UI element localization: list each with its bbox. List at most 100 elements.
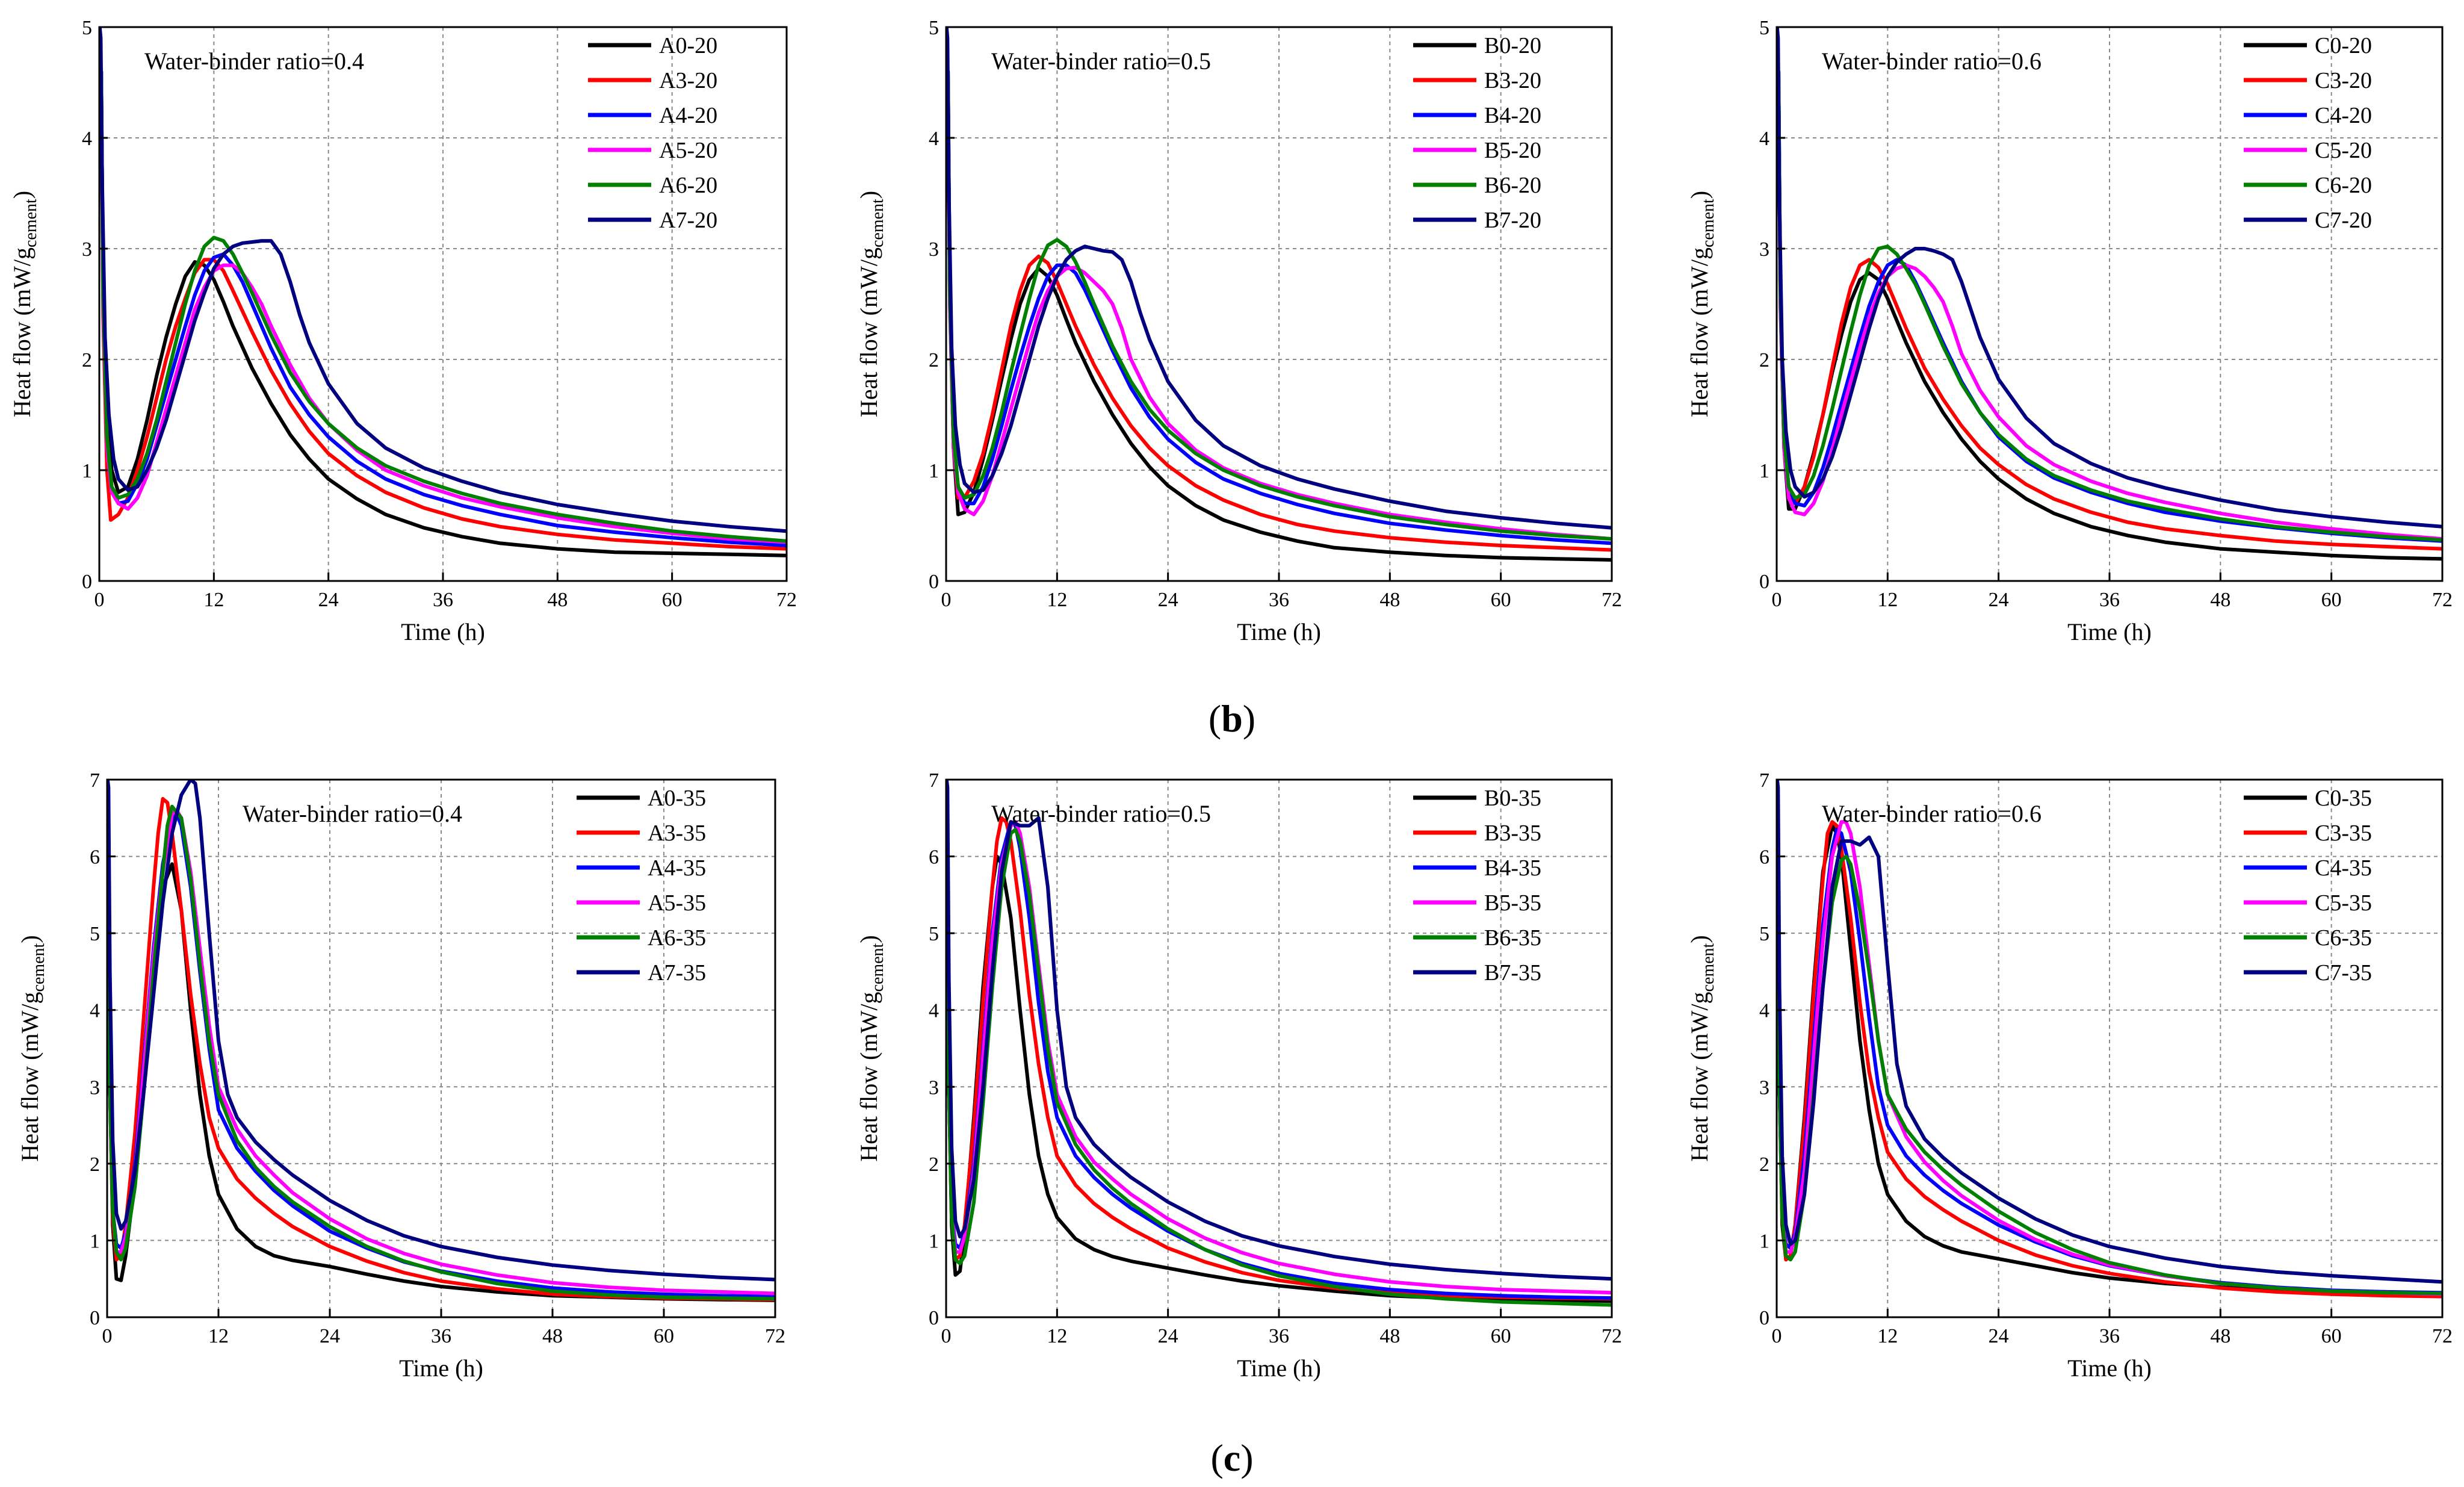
y-tick-label: 6 xyxy=(90,846,100,869)
x-axis-label: Time (h) xyxy=(399,1355,483,1382)
series-group xyxy=(946,780,1612,1307)
legend-label: A7-35 xyxy=(648,960,706,986)
series-line-A5-20 xyxy=(99,81,787,544)
series-line-C7-35 xyxy=(1777,780,2442,1284)
y-axis-label: Heat flow (mW/gcement) xyxy=(855,935,887,1161)
y-tick-label: 0 xyxy=(82,571,92,593)
y-tick-label: 1 xyxy=(82,460,92,482)
legend-label: B3-35 xyxy=(1484,821,1541,846)
y-tick-label: 1 xyxy=(90,1230,100,1252)
legend-label: C5-20 xyxy=(2315,138,2372,163)
series-line-B5-20 xyxy=(946,81,1612,541)
series-line-B4-20 xyxy=(946,69,1612,545)
series-group xyxy=(1777,780,2442,1299)
legend-label: C0-20 xyxy=(2315,33,2372,58)
x-tick-label: 72 xyxy=(1602,1325,1622,1347)
y-tick-label: 0 xyxy=(929,1307,939,1329)
legend-label: B0-20 xyxy=(1484,33,1541,58)
y-tick-label: 4 xyxy=(929,128,939,150)
y-tick-label: 6 xyxy=(1759,846,1769,869)
x-tick-label: 36 xyxy=(2099,589,2120,611)
x-tick-label: 24 xyxy=(1158,1325,1178,1347)
series-group xyxy=(1777,27,2442,561)
y-tick-label: 4 xyxy=(82,128,92,150)
x-axis-label: Time (h) xyxy=(1237,618,1321,645)
x-tick-label: 48 xyxy=(1379,1325,1400,1347)
y-tick-label: 5 xyxy=(929,923,939,945)
x-tick-label: 24 xyxy=(320,1325,340,1347)
legend-label: B7-35 xyxy=(1484,960,1541,986)
x-tick-label: 36 xyxy=(2099,1325,2120,1347)
y-tick-label: 5 xyxy=(82,17,92,39)
series-line-C6-20 xyxy=(1777,69,2442,542)
legend-label: B3-20 xyxy=(1484,68,1541,93)
y-axis-label: Heat flow (mW/gcement) xyxy=(16,935,48,1161)
x-axis-label: Time (h) xyxy=(2067,618,2152,645)
x-tick-label: 48 xyxy=(2210,1325,2230,1347)
series-line-A0-20 xyxy=(99,69,787,557)
x-tick-label: 60 xyxy=(662,589,683,611)
x-tick-label: 12 xyxy=(1877,1325,1898,1347)
series-group xyxy=(946,27,1612,562)
x-tick-label: 12 xyxy=(1047,589,1067,611)
legend-label: C6-20 xyxy=(2315,173,2372,198)
y-axis-label: Heat flow (mW/gcement) xyxy=(855,191,887,417)
y-tick-label: 3 xyxy=(1759,238,1769,261)
x-tick-label: 24 xyxy=(1989,589,2009,611)
y-tick-label: 2 xyxy=(82,349,92,371)
series-line-C3-20 xyxy=(1777,81,2442,551)
legend-label: A6-20 xyxy=(659,173,717,198)
y-tick-label: 0 xyxy=(1759,1307,1769,1329)
x-axis-label: Time (h) xyxy=(401,618,485,645)
y-tick-label: 4 xyxy=(1759,128,1769,150)
x-tick-label: 60 xyxy=(2321,1325,2342,1347)
legend-label: B4-20 xyxy=(1484,103,1541,128)
row-label-c: (c) xyxy=(1210,1436,1253,1479)
legend-label: C3-20 xyxy=(2315,68,2372,93)
y-tick-label: 6 xyxy=(929,846,939,869)
legend-label: C4-35 xyxy=(2315,855,2372,881)
y-axis-label: Heat flow (mW/gcement) xyxy=(8,191,40,417)
y-tick-label: 3 xyxy=(929,238,939,261)
y-tick-label: 0 xyxy=(90,1307,100,1329)
y-tick-label: 2 xyxy=(1759,349,1769,371)
y-tick-label: 3 xyxy=(929,1076,939,1099)
annotation-text: Water-binder ratio=0.6 xyxy=(1822,800,2041,827)
y-tick-label: 5 xyxy=(1759,17,1769,39)
y-axis-label: Heat flow (mW/gcement) xyxy=(1686,191,1718,417)
row-label-b: (b) xyxy=(1209,697,1255,740)
y-tick-label: 3 xyxy=(82,238,92,261)
x-tick-label: 12 xyxy=(1877,589,1898,611)
x-tick-label: 48 xyxy=(542,1325,563,1347)
legend-label: C7-35 xyxy=(2315,960,2372,986)
legend-label: A5-20 xyxy=(659,138,717,163)
x-tick-label: 0 xyxy=(941,589,952,611)
x-tick-label: 72 xyxy=(1602,589,1622,611)
y-tick-label: 1 xyxy=(1759,1230,1769,1252)
legend-label: A7-20 xyxy=(659,208,717,233)
series-line-A7-20 xyxy=(99,27,787,533)
legend-label: A5-35 xyxy=(648,890,706,916)
series-line-A7-35 xyxy=(107,780,775,1282)
legend-label: B0-35 xyxy=(1484,786,1541,811)
legend-label: B7-20 xyxy=(1484,208,1541,233)
legend-label: A0-35 xyxy=(648,786,706,811)
y-tick-label: 7 xyxy=(1759,769,1769,792)
legend-label: A0-20 xyxy=(659,33,717,58)
y-tick-label: 1 xyxy=(929,460,939,482)
x-tick-label: 60 xyxy=(1491,1325,1511,1347)
x-tick-label: 0 xyxy=(94,589,105,611)
y-tick-label: 2 xyxy=(1759,1153,1769,1176)
series-line-A6-35 xyxy=(107,804,775,1301)
x-tick-label: 12 xyxy=(203,589,224,611)
legend-label: A3-35 xyxy=(648,821,706,846)
annotation-text: Water-binder ratio=0.6 xyxy=(1822,48,2041,75)
x-tick-label: 12 xyxy=(1047,1325,1067,1347)
x-tick-label: 72 xyxy=(765,1325,785,1347)
legend-label: C4-20 xyxy=(2315,103,2372,128)
legend-label: C5-35 xyxy=(2315,890,2372,916)
